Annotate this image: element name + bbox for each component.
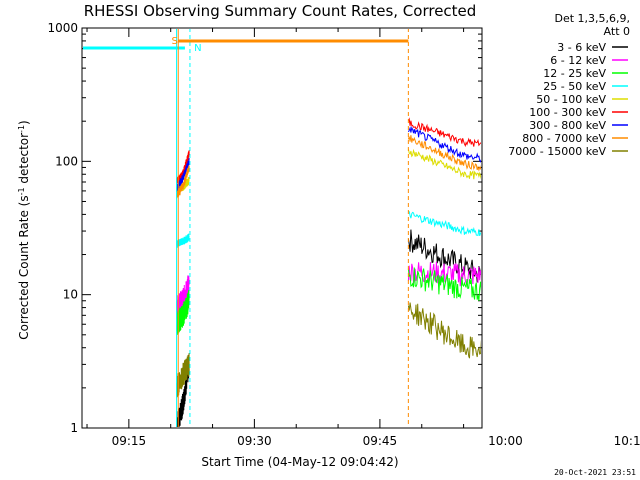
y-tick-label: 1 xyxy=(70,421,78,435)
series-line-seg2 xyxy=(407,148,481,180)
saa-label: S xyxy=(172,36,178,47)
x-axis-label: Start Time (04-May-12 09:04:42) xyxy=(201,455,398,469)
y-axis-label-end: ) xyxy=(17,120,31,125)
x-tick-label: 09:15 xyxy=(112,434,147,448)
plot-timestamp: 20-Oct-2021 23:51 xyxy=(554,468,636,477)
y-tick-label: 1000 xyxy=(47,21,78,35)
series-line-seg2 xyxy=(407,126,481,163)
series-line-seg2 xyxy=(407,267,481,301)
x-tick-label: 10:15 xyxy=(614,434,640,448)
legend-label: 25 - 50 keV xyxy=(543,80,606,93)
plot-frame xyxy=(81,27,483,429)
series-line-seg2 xyxy=(408,210,481,237)
legend-label: 50 - 100 keV xyxy=(536,93,606,106)
legend-label: 800 - 7000 keV xyxy=(522,132,606,145)
y-axis-label-mid: detector xyxy=(17,133,31,188)
series-line-seg2 xyxy=(407,229,481,283)
series-line-seg2 xyxy=(407,302,481,359)
chart-title: RHESSI Observing Summary Count Rates, Co… xyxy=(84,2,477,20)
x-tick-label: 09:45 xyxy=(363,434,398,448)
y-axis-label-sup2: -1 xyxy=(17,125,26,133)
legend-header-detectors: Det 1,3,5,6,9, xyxy=(554,12,630,25)
legend-label: 7000 - 15000 keV xyxy=(508,145,606,158)
y-axis-label: Corrected Count Rate (s-1 detector-1) xyxy=(17,120,32,339)
legend-label: 12 - 25 keV xyxy=(543,67,606,80)
x-tick-label: 10:00 xyxy=(488,434,523,448)
series-line-seg2 xyxy=(407,261,481,287)
data-area xyxy=(83,29,481,427)
legend-header-attenuator: Att 0 xyxy=(604,25,630,38)
series-line-seg2 xyxy=(407,117,481,148)
plot-layer: 110100100009:1509:3009:4510:0010:1510:30… xyxy=(47,21,640,448)
y-tick-label: 10 xyxy=(63,288,78,302)
y-axis-label-main: Corrected Count Rate (s xyxy=(17,195,31,339)
series-line-seg2 xyxy=(407,135,481,172)
x-tick-label: 09:30 xyxy=(237,434,272,448)
y-tick-label: 100 xyxy=(55,154,78,168)
legend-label: 300 - 800 keV xyxy=(529,119,606,132)
legend-label: 100 - 300 keV xyxy=(529,106,606,119)
night-label: N xyxy=(194,43,201,54)
legend-label: 6 - 12 keV xyxy=(550,54,606,67)
y-axis-label-sup1: -1 xyxy=(17,187,26,195)
legend-label: 3 - 6 keV xyxy=(557,41,606,54)
